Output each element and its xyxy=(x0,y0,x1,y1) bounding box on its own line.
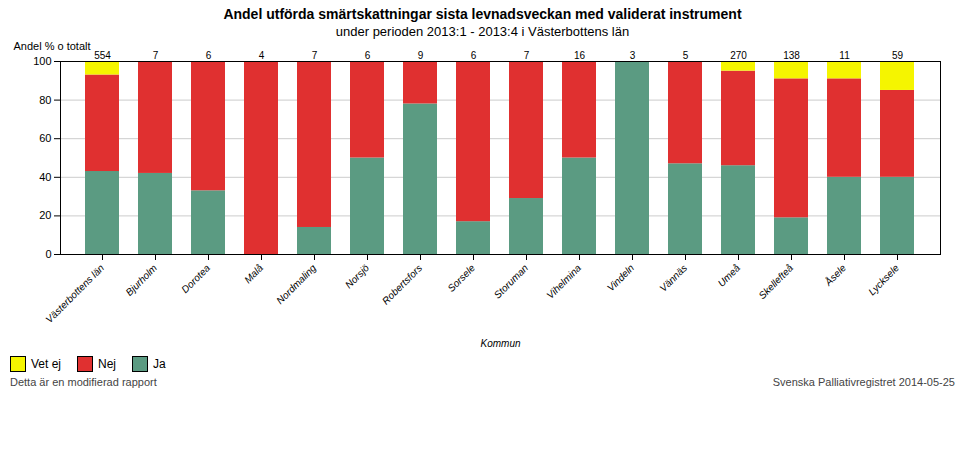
svg-text:7: 7 xyxy=(524,50,530,61)
svg-text:Västerbottens län: Västerbottens län xyxy=(43,262,106,325)
svg-text:0: 0 xyxy=(45,248,51,260)
svg-text:6: 6 xyxy=(365,50,371,61)
svg-text:Vännäs: Vännäs xyxy=(657,262,689,294)
svg-text:20: 20 xyxy=(39,209,51,221)
svg-text:Umeå: Umeå xyxy=(716,262,743,289)
svg-text:Nordmaling: Nordmaling xyxy=(274,262,318,306)
svg-text:4: 4 xyxy=(259,50,265,61)
svg-text:Robertsfors: Robertsfors xyxy=(380,262,424,306)
svg-text:270: 270 xyxy=(730,50,747,61)
svg-text:Vihelmina: Vihelmina xyxy=(544,262,583,301)
svg-text:5: 5 xyxy=(683,50,689,61)
html-text:Svenska Palliativregistret 201: Svenska Palliativregistret 2014-05-25 xyxy=(772,376,955,388)
svg-text:Dorotea: Dorotea xyxy=(179,262,212,295)
svg-text:Norsjö: Norsjö xyxy=(343,262,372,291)
svg-text:Bjurholm: Bjurholm xyxy=(123,262,159,298)
svg-text:7: 7 xyxy=(153,50,159,61)
svg-text:3: 3 xyxy=(630,50,636,61)
html-text:Andel utförda smärtskattningar: Andel utförda smärtskattningar sista lev… xyxy=(223,6,742,22)
svg-text:16: 16 xyxy=(574,50,586,61)
svg-text:6: 6 xyxy=(471,50,477,61)
svg-text:Kommun: Kommun xyxy=(480,338,520,349)
svg-text:60: 60 xyxy=(39,132,51,144)
html-text:Vet ej: Vet ej xyxy=(31,357,61,371)
svg-text:Skellefteå: Skellefteå xyxy=(756,262,795,301)
svg-text:100: 100 xyxy=(33,55,51,67)
svg-text:Sorsele: Sorsele xyxy=(445,262,477,294)
svg-text:59: 59 xyxy=(892,50,904,61)
svg-text:138: 138 xyxy=(783,50,800,61)
svg-text:40: 40 xyxy=(39,171,51,183)
svg-text:80: 80 xyxy=(39,94,51,106)
html-text:Nej: Nej xyxy=(98,357,116,371)
svg-text:Andel % o totalt: Andel % o totalt xyxy=(14,40,91,52)
svg-text:7: 7 xyxy=(312,50,318,61)
html-text:Detta är en modifierad rapport: Detta är en modifierad rapport xyxy=(10,376,157,388)
svg-text:Malå: Malå xyxy=(242,262,265,285)
svg-text:Lycksele: Lycksele xyxy=(866,262,901,297)
svg-text:Vindeln: Vindeln xyxy=(605,262,637,294)
html-text:Ja: Ja xyxy=(153,357,166,371)
svg-text:6: 6 xyxy=(206,50,212,61)
svg-text:554: 554 xyxy=(94,50,111,61)
svg-text:9: 9 xyxy=(418,50,424,61)
svg-text:Storuman: Storuman xyxy=(492,262,531,301)
svg-text:Åsele: Åsele xyxy=(821,261,848,288)
svg-text:11: 11 xyxy=(839,50,850,61)
html-text:under perioden 2013:1 - 2013:4: under perioden 2013:1 - 2013:4 i Västerb… xyxy=(335,24,630,39)
